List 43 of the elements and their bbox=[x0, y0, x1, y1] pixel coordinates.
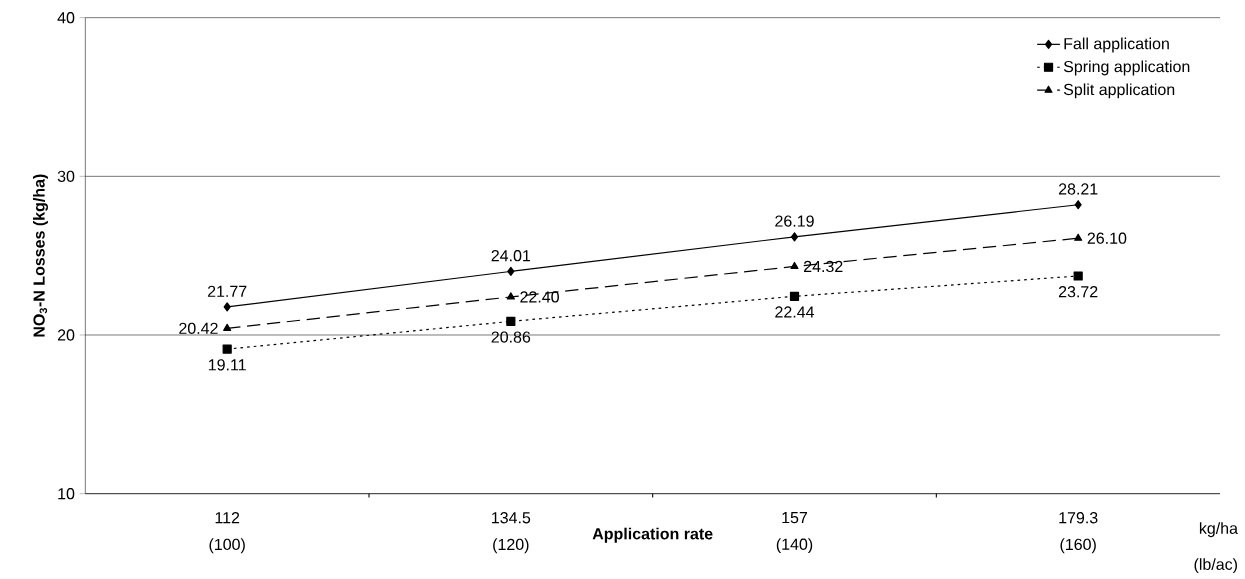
point bbox=[506, 292, 515, 300]
data-label: 22.40 bbox=[520, 291, 559, 303]
point bbox=[1074, 200, 1082, 210]
point bbox=[223, 302, 231, 312]
x-tick-label: 134.5 bbox=[492, 512, 531, 524]
data-label: 28.21 bbox=[1058, 183, 1098, 195]
point bbox=[223, 323, 232, 331]
text: (160) bbox=[1060, 538, 1096, 554]
text: (lb/ac) bbox=[1194, 558, 1237, 574]
point bbox=[506, 316, 516, 326]
data-label: 19.11 bbox=[208, 359, 246, 371]
y-tick-label: 20 bbox=[57, 329, 75, 341]
point bbox=[507, 266, 515, 276]
point bbox=[790, 232, 799, 242]
data-label: 26.19 bbox=[775, 215, 814, 227]
text: kg/ha bbox=[1199, 522, 1238, 538]
data-label: 21.77 bbox=[207, 285, 247, 297]
point bbox=[789, 291, 800, 301]
data-label: 20.86 bbox=[491, 331, 531, 343]
x-tick-label: 179.3 bbox=[1059, 512, 1098, 524]
y-axis-title: NO$_{3}$-N Losses (kg/ha) bbox=[33, 174, 48, 337]
text: (140) bbox=[776, 538, 813, 554]
legend-label: Spring application bbox=[1063, 60, 1190, 76]
x-tick-label: 112 bbox=[215, 512, 240, 524]
point bbox=[222, 344, 232, 354]
y-tick-label: 30 bbox=[57, 170, 75, 182]
data-label: 24.32 bbox=[804, 260, 843, 273]
point bbox=[1073, 271, 1083, 281]
point bbox=[790, 261, 799, 270]
data-label: 24.01 bbox=[491, 250, 531, 262]
data-label: 23.72 bbox=[1058, 286, 1098, 298]
text: (100) bbox=[209, 538, 245, 554]
data-label: 20.42 bbox=[179, 322, 218, 334]
point bbox=[1074, 233, 1083, 241]
legend-label: Fall application bbox=[1064, 37, 1169, 53]
y-tick-label: 10 bbox=[58, 488, 75, 500]
data-label: 26.10 bbox=[1087, 232, 1127, 244]
x-axis-title: Application rate bbox=[592, 527, 713, 543]
y-tick-label: 40 bbox=[57, 12, 75, 24]
legend-label: Split application bbox=[1063, 83, 1175, 99]
data-label: 22.44 bbox=[775, 306, 815, 318]
text: (120) bbox=[493, 538, 529, 554]
x-tick-label: 157 bbox=[782, 512, 808, 524]
